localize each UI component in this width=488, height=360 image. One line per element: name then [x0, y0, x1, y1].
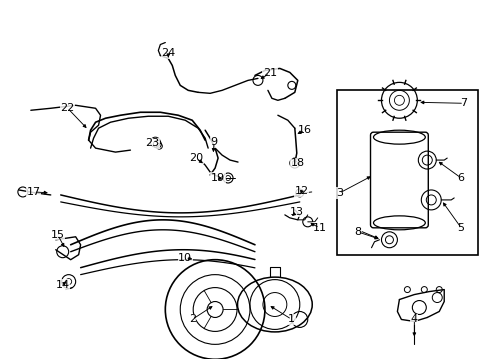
Text: 12: 12: [294, 186, 308, 196]
Text: 7: 7: [460, 98, 467, 108]
Text: 23: 23: [145, 138, 159, 148]
Text: 4: 4: [410, 314, 417, 324]
Text: 18: 18: [290, 158, 304, 168]
Text: 20: 20: [189, 153, 203, 163]
Text: 21: 21: [263, 68, 276, 78]
Text: 6: 6: [457, 173, 464, 183]
Text: 19: 19: [211, 173, 224, 183]
Text: 8: 8: [353, 227, 360, 237]
Text: 10: 10: [178, 253, 192, 263]
Text: 3: 3: [335, 188, 343, 198]
Text: 11: 11: [312, 223, 326, 233]
Text: 9: 9: [210, 137, 217, 147]
Text: 24: 24: [161, 49, 175, 58]
Text: 14: 14: [56, 280, 70, 289]
Text: 13: 13: [289, 207, 303, 217]
Text: 2: 2: [188, 314, 195, 324]
Bar: [336, 90, 477, 255]
Text: 17: 17: [27, 187, 41, 197]
Text: 22: 22: [61, 103, 75, 113]
Text: 15: 15: [51, 230, 64, 240]
Text: 5: 5: [457, 223, 464, 233]
Text: 1: 1: [288, 314, 295, 324]
Text: 16: 16: [297, 125, 311, 135]
